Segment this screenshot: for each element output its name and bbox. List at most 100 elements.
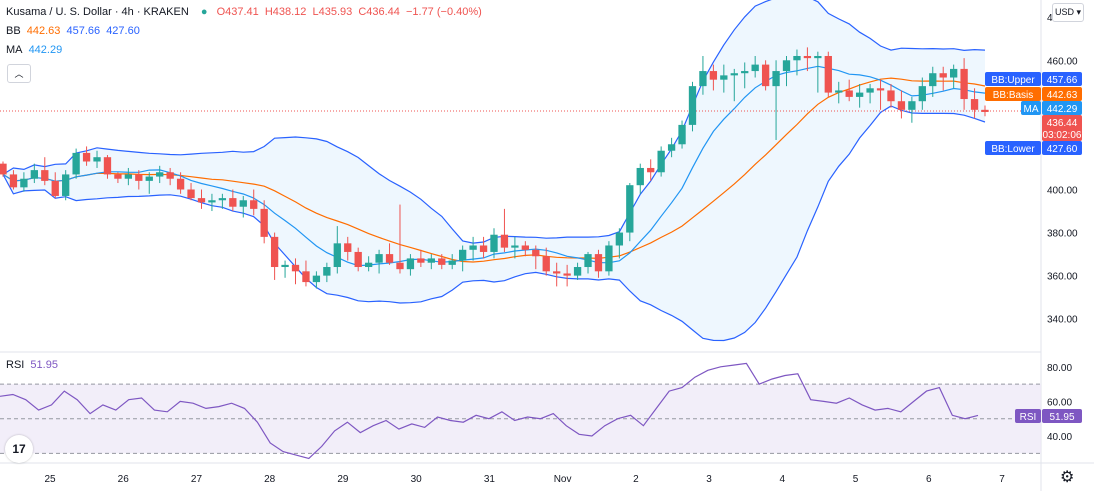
candle — [730, 68, 738, 102]
candle-body — [176, 178, 185, 190]
candle — [950, 64, 958, 89]
time-tick-label: 25 — [44, 474, 56, 485]
candle-body — [532, 249, 540, 257]
candle-body — [657, 150, 665, 173]
candle — [30, 163, 38, 184]
candle-body — [417, 258, 425, 263]
candle — [375, 249, 383, 274]
candle — [41, 157, 49, 186]
candle-body — [647, 167, 655, 173]
candle — [563, 264, 571, 287]
collapse-legend-button[interactable]: ︿ — [7, 64, 31, 83]
candle-body — [981, 109, 989, 112]
candle-body — [782, 60, 791, 72]
candle — [344, 236, 352, 261]
bb-basis-value: 442.63 — [26, 25, 61, 37]
candle-body — [156, 172, 164, 177]
bb-basis-tag-value-bg — [1042, 87, 1082, 101]
currency-selector[interactable]: USD ▾ — [1052, 3, 1084, 22]
bb-lower-tag-label-bg — [985, 141, 1041, 155]
ma-tag-label-text: MA — [1024, 104, 1039, 115]
rsi-value: 51.95 — [30, 359, 58, 371]
candle — [469, 236, 477, 261]
candle — [521, 241, 529, 257]
candle-body — [406, 258, 415, 270]
candle-body — [93, 157, 101, 162]
candle — [918, 77, 926, 110]
bb-basis-tag: BB:Basis 442.63 — [985, 87, 1082, 101]
candle — [636, 163, 644, 194]
candle — [824, 51, 832, 97]
candle — [448, 254, 456, 270]
rsi-label: RSI — [6, 359, 25, 371]
candle-body — [197, 198, 206, 203]
bb-upper-tag-value-bg — [1042, 72, 1082, 86]
candle-body — [20, 178, 28, 188]
candle-body — [887, 90, 895, 102]
ma-legend[interactable]: MA 442.29 — [6, 44, 65, 56]
candle-body — [678, 124, 686, 145]
candle-body — [270, 236, 279, 268]
candle — [981, 105, 989, 117]
rsi-tick-label: 40.00 — [1047, 432, 1072, 443]
candle — [887, 83, 895, 108]
rsi-axis[interactable]: 40.00 60.00 80.00 — [1047, 363, 1072, 443]
time-tick-label: 31 — [484, 474, 496, 485]
candle-body — [427, 258, 435, 263]
candle — [720, 64, 728, 93]
rsi-legend[interactable]: RSI 51.95 — [6, 359, 61, 371]
candle — [270, 232, 279, 280]
ma-tag-value-bg — [1042, 101, 1082, 115]
candle-body — [511, 245, 519, 248]
ma-tag-value-text: 442.29 — [1047, 104, 1078, 115]
candle — [427, 254, 435, 270]
tradingview-logo[interactable]: 17 — [5, 435, 33, 463]
candle — [51, 172, 59, 199]
candle — [323, 262, 331, 283]
candle-body — [761, 64, 770, 87]
gear-icon[interactable]: ⚙ — [1060, 469, 1075, 486]
candle-body — [573, 267, 582, 276]
candle — [364, 256, 373, 272]
candle — [532, 245, 540, 270]
rsi-tick-label: 80.00 — [1047, 363, 1072, 374]
candle-body — [615, 232, 624, 246]
candle — [114, 172, 122, 184]
candle — [542, 247, 550, 276]
candle-body — [291, 264, 300, 272]
candle-body — [688, 86, 697, 125]
bb-legend[interactable]: BB 442.63 457.66 427.60 — [6, 25, 143, 37]
time-tick-label: 27 — [191, 474, 203, 485]
rsi-tag-value-bg — [1042, 409, 1082, 423]
candle — [939, 66, 947, 91]
candle — [803, 47, 812, 72]
candle-body — [41, 170, 49, 181]
candle — [302, 260, 310, 287]
candle-body — [51, 180, 59, 196]
candle — [406, 254, 415, 276]
price-axis[interactable]: 340.00360.00380.00400.00420.00440.00460.… — [1047, 13, 1078, 325]
candle-body — [281, 264, 289, 268]
bb-upper-tag-label-text: BB:Upper — [991, 75, 1035, 86]
candle — [9, 170, 18, 190]
candle-body — [354, 251, 362, 268]
candle-body — [490, 234, 498, 252]
time-axis[interactable]: 25 26 27 28 29 30 31 Nov 2 3 4 5 6 7 — [44, 474, 1005, 485]
candle-body — [500, 234, 509, 248]
ma-tag-label-bg — [1021, 101, 1041, 115]
symbol-title[interactable]: Kusama / U. S. Dollar · 4h · KRAKEN — [6, 6, 189, 18]
candle-body — [563, 273, 571, 276]
candle-body — [30, 170, 38, 179]
rsi-tag-value-text: 51.95 — [1049, 412, 1074, 423]
rsi-tag-label-text: RSI — [1020, 412, 1037, 423]
candle-body — [855, 92, 864, 97]
candle-body — [699, 71, 707, 87]
bb-lower-tag-value-text: 427.60 — [1047, 144, 1078, 155]
candle-body — [521, 245, 529, 250]
candle-body — [866, 88, 874, 93]
candle-body — [553, 271, 561, 274]
candle-body — [344, 243, 352, 252]
candle-body — [364, 262, 373, 268]
candle-body — [469, 245, 477, 250]
